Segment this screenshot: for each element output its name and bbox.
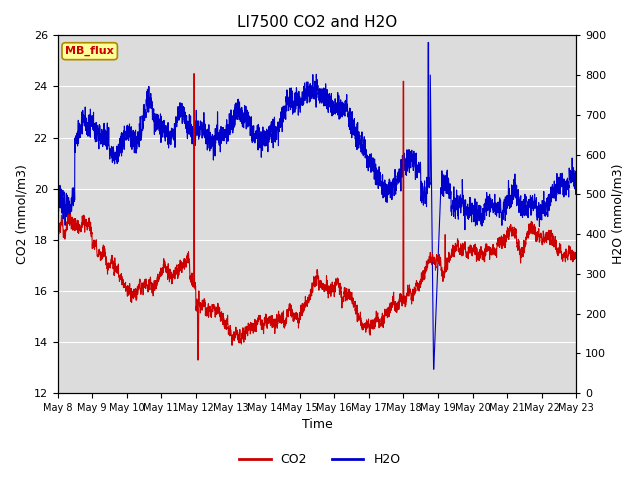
Y-axis label: CO2 (mmol/m3): CO2 (mmol/m3) — [15, 164, 28, 264]
Legend: CO2, H2O: CO2, H2O — [234, 448, 406, 471]
X-axis label: Time: Time — [301, 419, 332, 432]
Text: MB_flux: MB_flux — [65, 46, 114, 56]
Y-axis label: H2O (mmol/m3): H2O (mmol/m3) — [612, 164, 625, 264]
Title: LI7500 CO2 and H2O: LI7500 CO2 and H2O — [237, 15, 397, 30]
